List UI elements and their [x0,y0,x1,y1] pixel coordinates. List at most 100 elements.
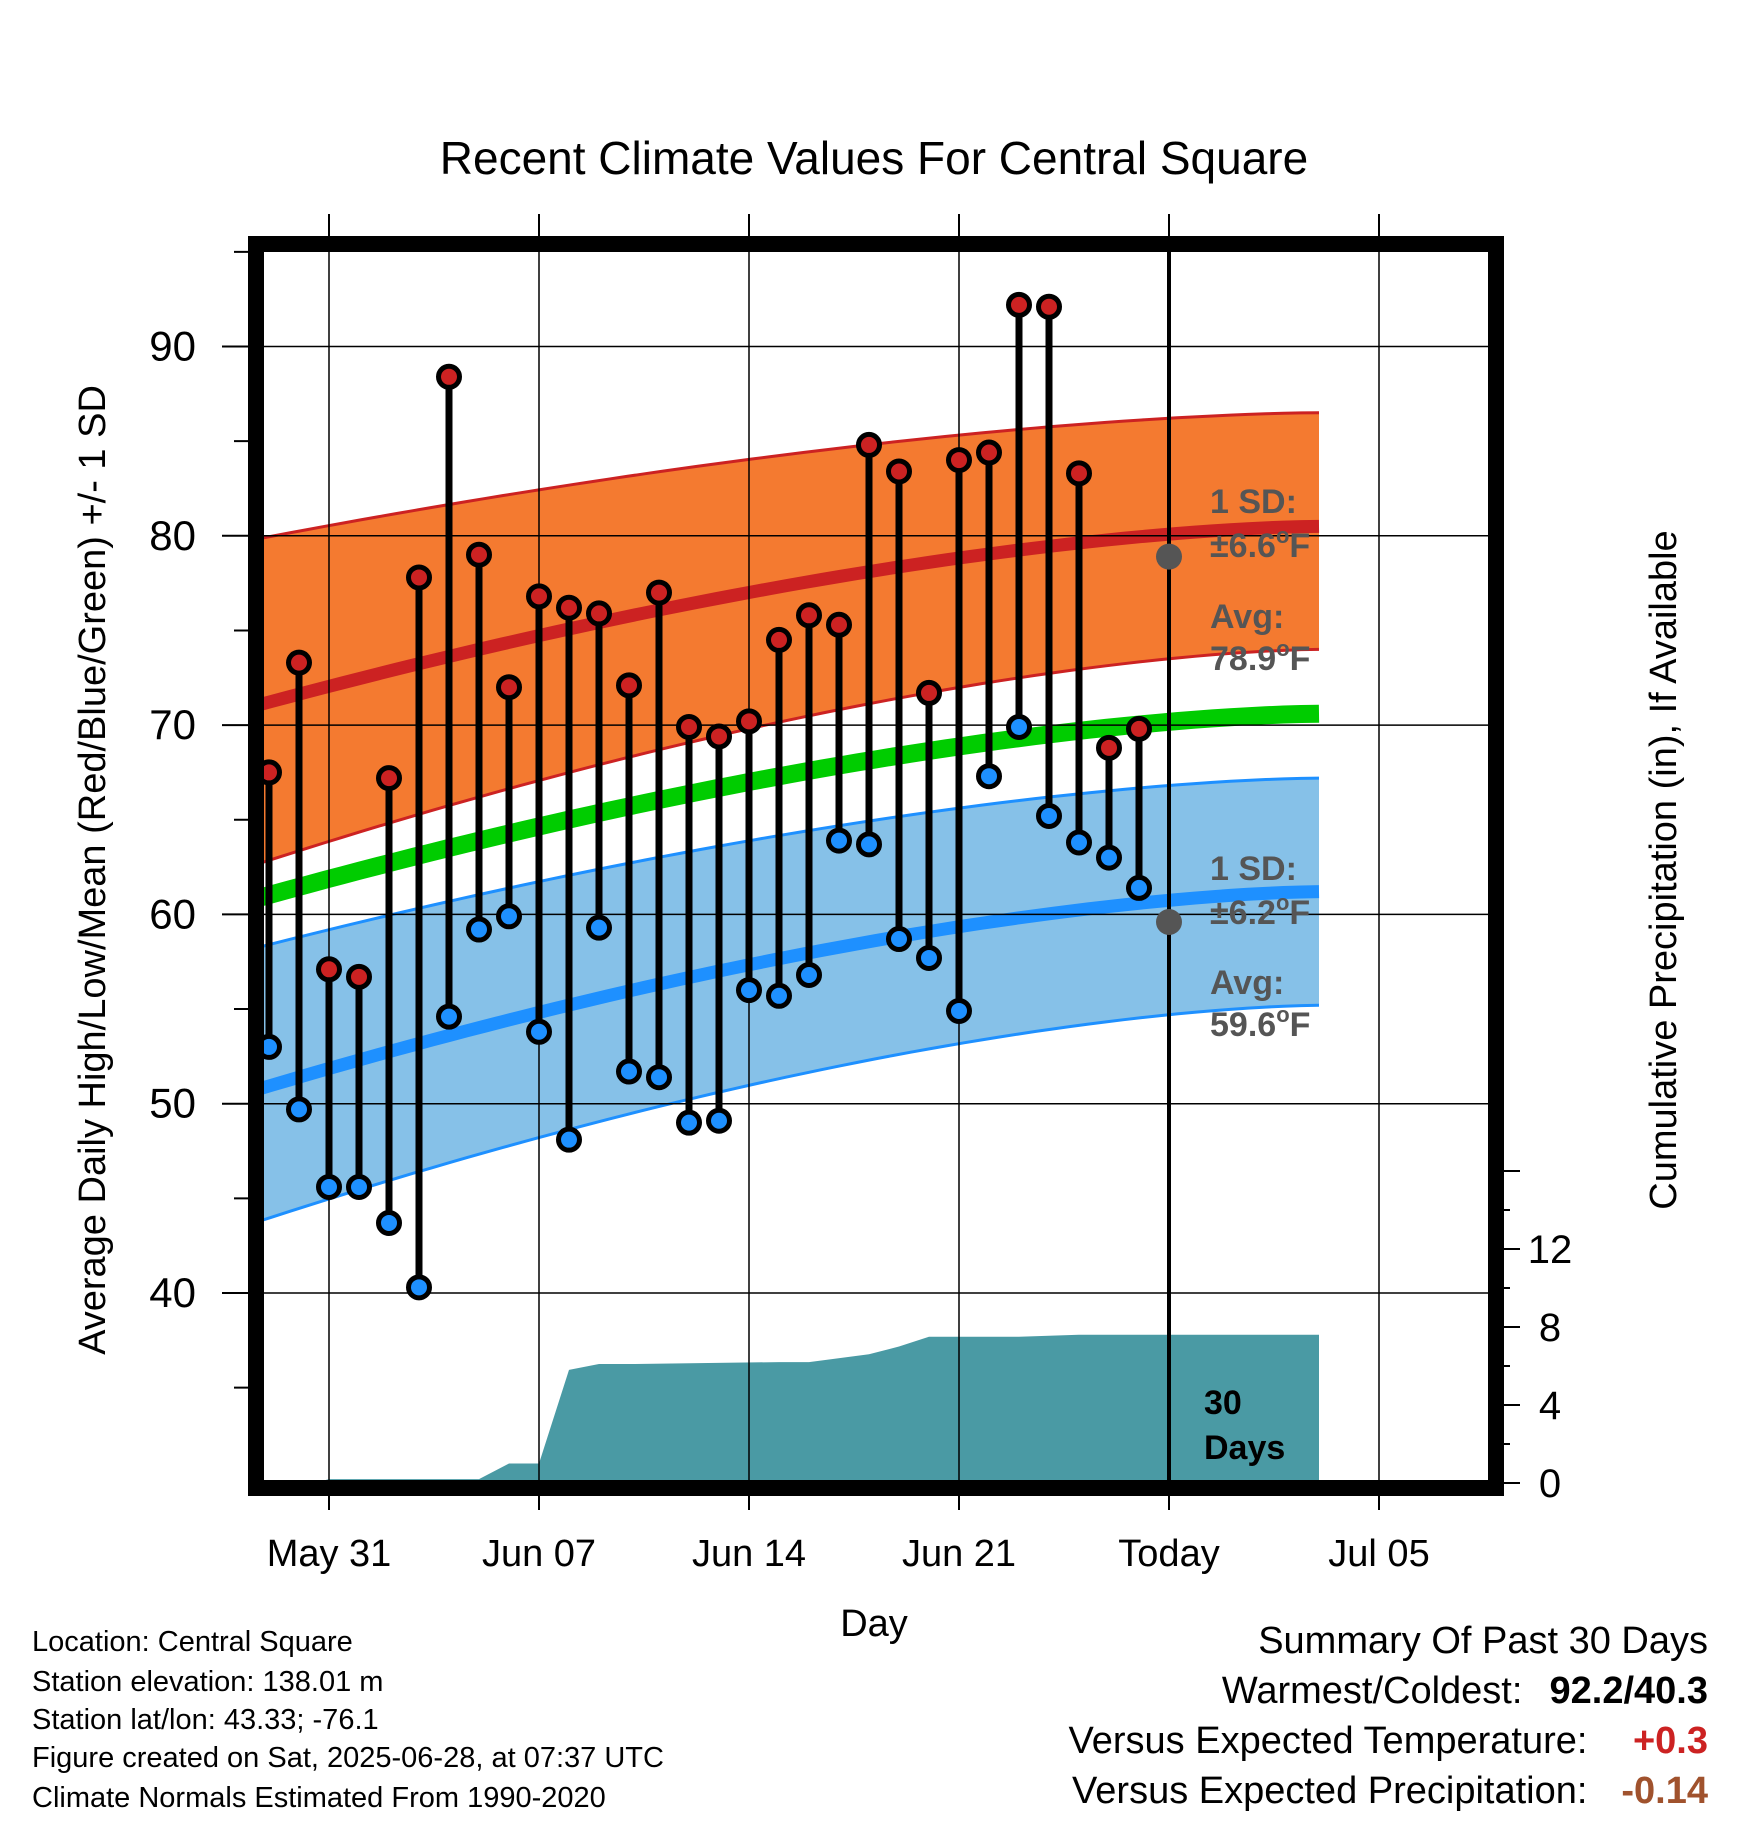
low-point [1006,713,1032,740]
days-count: 30 [1204,1384,1242,1422]
high-sd-value: ±6.6oF [1210,523,1310,565]
low-point [766,982,792,1009]
temp-value: +0.3 [1632,1720,1708,1762]
low-point [646,1064,672,1091]
low-point [586,914,612,941]
high-point [916,679,942,706]
high-point [1066,460,1092,487]
low-point [286,1096,312,1123]
low-point [316,1173,342,1200]
low-point [676,1109,702,1136]
x-tick-label: Jul 05 [1328,1533,1429,1575]
info-latlon: Station lat/lon: 43.33; -76.1 [32,1704,379,1736]
y-tick-label: 50 [149,1080,196,1127]
summary-title: Summary Of Past 30 Days [1258,1620,1708,1662]
high-sd-label: 1 SD: [1210,483,1297,521]
high-avg-value: 78.9oF [1210,636,1310,678]
y-tick-label: 60 [149,890,196,937]
low-point [436,1003,462,1030]
low-point [1096,844,1122,871]
low-point [1066,829,1092,856]
high-point [646,579,672,606]
plot-frame [248,236,1504,1496]
low-point [706,1107,732,1134]
low-point [976,763,1002,790]
high-point [616,672,642,699]
high-average-line [262,519,1320,711]
high-point [496,674,522,701]
info-elevation: Station elevation: 138.01 m [32,1666,384,1698]
low-point [496,903,522,930]
low-point [886,926,912,953]
high-point [826,611,852,638]
y2-axis-label: Cumulative Precipitation (in), If Availa… [1643,530,1685,1209]
high-point [436,363,462,390]
low-point [466,916,492,943]
low-point [376,1209,402,1236]
y-tick-label: 80 [149,512,196,559]
y2-tick-label: 12 [1528,1228,1573,1272]
low-point [736,977,762,1004]
precip-value: -0.14 [1621,1770,1708,1812]
high-point [856,431,882,458]
y-axis-label: Average Daily High/Low/Mean (Red/Blue/Gr… [72,385,114,1355]
high-point [1006,291,1032,318]
high-point [526,583,552,610]
high-upper-line [262,411,1320,540]
info-created: Figure created on Sat, 2025-06-28, at 07… [32,1742,664,1774]
chart-title: Recent Climate Values For Central Square [440,132,1308,184]
high-point [736,708,762,735]
low-point [616,1058,642,1085]
low-avg-label: Avg: [1210,964,1284,1002]
y2-tick-label: 4 [1539,1384,1561,1428]
high-lower-line [262,647,1320,865]
low-point [826,827,852,854]
y2-tick-label: 8 [1539,1306,1561,1350]
low-sd-value: ±6.2oF [1210,890,1310,932]
low-point [526,1018,552,1045]
y-tick-label: 70 [149,701,196,748]
x-tick-label: May 31 [267,1533,392,1575]
high-point [406,564,432,591]
y2-tick-label: 0 [1539,1462,1561,1506]
high-point [766,626,792,653]
summary-precip: Versus Expected Precipitation: -0.14 [1072,1770,1708,1813]
low-point [856,831,882,858]
x-tick-label: Today [1118,1533,1219,1575]
low-point [262,1033,282,1060]
high-point [316,956,342,983]
low-point [946,997,972,1024]
temp-label: Versus Expected Temperature: [1068,1720,1588,1762]
info-location: Location: Central Square [32,1626,353,1658]
high-point [286,649,312,676]
precip-label: Versus Expected Precipitation: [1072,1770,1588,1812]
days-word: Days [1204,1429,1285,1467]
high-point [466,541,492,568]
high-point [676,713,702,740]
high-point [796,602,822,629]
high-point [886,458,912,485]
high-point [946,447,972,474]
low-point [916,944,942,971]
high-point [556,594,582,621]
high-point [706,723,732,750]
low-point [1126,874,1152,901]
x-tick-label: Jun 14 [692,1533,806,1575]
x-tick-label: Jun 07 [482,1533,596,1575]
x-tick-label: Jun 21 [902,1533,1016,1575]
low-point [796,961,822,988]
low-lower-line [262,1003,1320,1222]
high-point [976,439,1002,466]
warm-cold-label: Warmest/Coldest: [1221,1670,1523,1712]
summary-temp: Versus Expected Temperature: +0.3 [1069,1720,1708,1763]
low-sd-label: 1 SD: [1210,850,1297,888]
today-high-marker [1156,543,1182,570]
low-avg-value: 59.6oF [1210,1002,1310,1044]
low-point [556,1126,582,1153]
high-point [1126,715,1152,742]
high-point [346,963,372,990]
low-point [406,1274,432,1301]
high-point [1036,293,1062,320]
y-tick-label: 40 [149,1269,196,1316]
